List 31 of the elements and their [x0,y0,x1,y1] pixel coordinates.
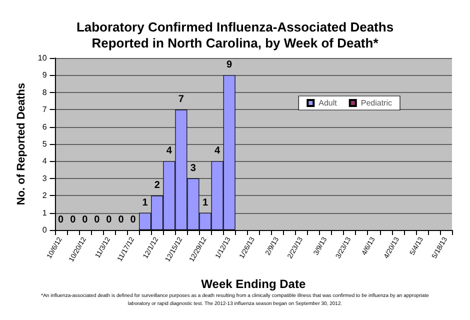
data-label: 2 [154,180,160,192]
data-label: 4 [166,146,172,157]
y-tick-label: 10 [38,54,48,62]
data-label: 9 [226,60,233,71]
y-tick-label: 0 [42,226,48,234]
y-tick-label: 2 [42,191,48,200]
x-axis-title: Week Ending Date [201,277,306,291]
data-label: 0 [130,214,136,226]
y-axis-title: No. of Reported Deaths [16,82,28,206]
legend-label: Adult [318,98,338,108]
y-tick-label: 6 [42,122,48,132]
data-label: 4 [214,146,221,157]
y-tick-label: 1 [42,208,48,218]
data-label: 0 [58,214,64,226]
y-tick-label: 5 [42,140,48,148]
data-label: 0 [70,214,76,226]
y-tick-label: 3 [42,174,48,183]
y-tick-label: 7 [42,105,48,114]
data-label: 0 [118,214,124,226]
data-label: 0 [82,214,88,226]
data-label: 0 [106,214,112,226]
data-label: 7 [178,94,184,106]
y-tick-label: 9 [42,70,48,80]
data-label: 3 [190,162,196,174]
legend-label: Pediatric [360,98,392,108]
data-label: 0 [94,214,100,226]
y-tick-label: 8 [42,88,48,97]
data-label: 1 [202,197,208,208]
data-label: 1 [142,197,148,208]
y-tick-label: 4 [42,156,48,166]
chart-title: Laboratory Confirmed Influenza-Associated Deaths Reported in North Carolina, by Week of Death* [76,20,394,50]
